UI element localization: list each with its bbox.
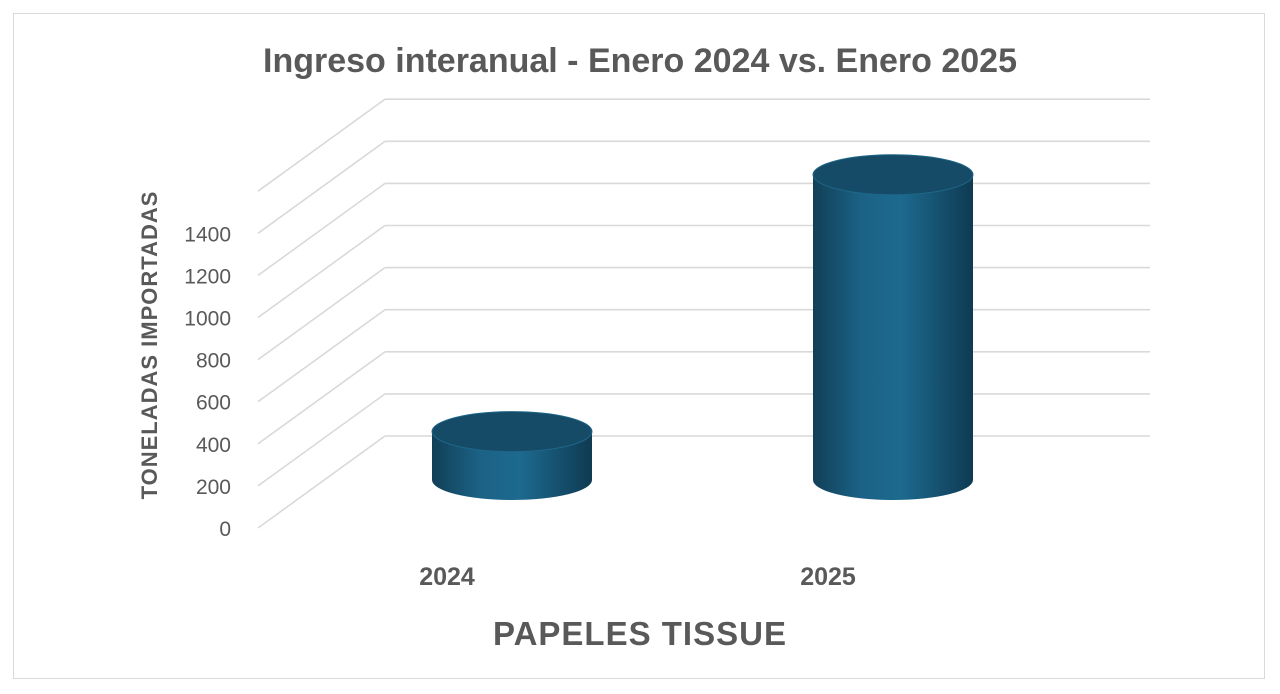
bar-2024 [431,411,593,500]
gridline-diagonal [257,224,386,319]
bar-2025 [812,154,974,500]
y-tick-label: 1400 [184,223,231,246]
bar-top [812,154,974,196]
gridline-diagonal [257,140,386,234]
bar-body [813,174,973,500]
y-tick-label: 1200 [184,265,231,288]
gridline-diagonal [257,98,386,192]
gridline-diagonal [257,266,386,361]
x-axis-label: PAPELES TISSUE [493,615,787,652]
gridline-diagonal [257,393,386,487]
x-tick-label: 2025 [800,563,856,591]
y-tick-label: 800 [196,350,231,373]
bar-body [432,431,592,500]
gridline-diagonal [257,351,386,445]
gridline-diagonal [257,435,386,529]
y-tick-label: 1000 [184,308,231,331]
x-tick-label: 2024 [419,563,475,591]
gridline-diagonal [257,309,386,403]
gridline-diagonal [257,182,386,277]
chart-frame [13,13,1265,679]
y-tick-label: 600 [196,392,231,415]
chart-title: Ingreso interanual - Enero 2024 vs. Ener… [263,42,1017,80]
y-axis-label: TONELADAS IMPORTADAS [137,191,162,500]
y-tick-label: 0 [219,518,231,541]
y-tick-label: 200 [196,476,231,499]
bar-top [431,411,593,453]
y-tick-label: 400 [196,434,231,457]
